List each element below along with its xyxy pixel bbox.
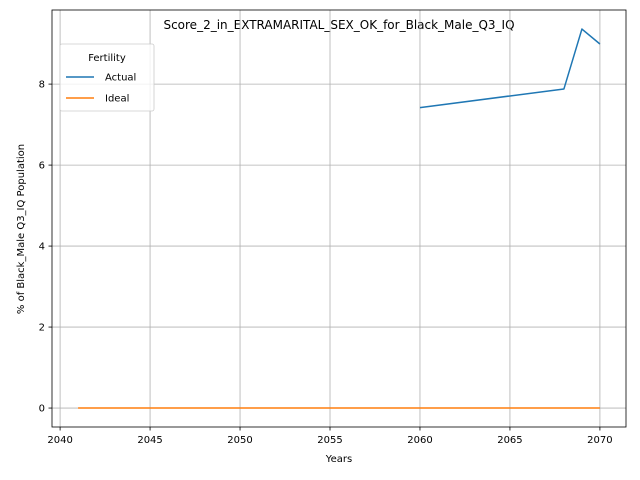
x-tick-label: 2040 bbox=[47, 435, 72, 446]
y-tick-label: 0 bbox=[39, 404, 45, 415]
legend-label-ideal: Ideal bbox=[105, 94, 129, 105]
legend-box bbox=[59, 43, 155, 112]
y-tick-label: 2 bbox=[39, 323, 45, 334]
y-tick-label: 6 bbox=[39, 161, 45, 172]
series-line-actual bbox=[419, 28, 601, 109]
plot-area bbox=[78, 28, 601, 409]
legend-label-actual: Actual bbox=[105, 73, 136, 84]
legend-title: Fertility bbox=[88, 53, 126, 64]
x-tick-label: 2045 bbox=[137, 435, 162, 446]
y-axis-label: % of Black_Male Q3_IQ Population bbox=[16, 144, 27, 314]
legend: Fertility Actual Ideal bbox=[59, 43, 155, 112]
x-tick-label: 2055 bbox=[317, 435, 342, 446]
y-tick-label: 4 bbox=[39, 242, 45, 253]
x-tick-label: 2065 bbox=[497, 435, 522, 446]
x-tick-label: 2060 bbox=[407, 435, 432, 446]
x-tick-label: 2070 bbox=[587, 435, 612, 446]
y-axis: 0 2 4 6 8 bbox=[39, 80, 52, 415]
x-axis-label: Years bbox=[325, 454, 352, 465]
y-tick-label: 8 bbox=[39, 80, 45, 91]
x-tick-label: 2050 bbox=[227, 435, 252, 446]
x-axis: 2040 2045 2050 2055 2060 2065 2070 bbox=[47, 427, 613, 446]
plot-frame bbox=[51, 9, 627, 428]
chart-title: Score_2_in_EXTRAMARITAL_SEX_OK_for_Black… bbox=[163, 18, 514, 32]
